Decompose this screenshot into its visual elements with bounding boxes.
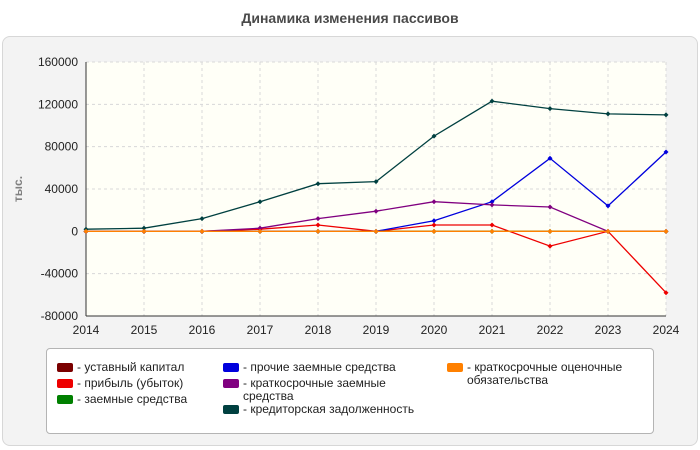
data-point: [605, 111, 611, 117]
data-point: [489, 98, 495, 104]
y-axis-label: тыс.: [11, 176, 25, 202]
data-point: [257, 225, 263, 231]
x-tick-label: 2016: [189, 323, 216, 337]
data-point: [257, 199, 263, 205]
x-tick-label: 2014: [73, 323, 100, 337]
x-tick-label: 2018: [305, 323, 332, 337]
legend-label: - прибыль (убыток): [77, 376, 184, 390]
data-point: [431, 133, 437, 139]
data-point: [547, 106, 553, 112]
data-point: [663, 228, 669, 234]
y-tick-label: -40000: [41, 267, 79, 281]
data-point: [315, 228, 321, 234]
x-tick-label: 2015: [131, 323, 158, 337]
data-point: [605, 203, 611, 209]
y-tick-label: 80000: [45, 140, 79, 154]
data-point: [431, 228, 437, 234]
y-tick-label: 40000: [45, 182, 79, 196]
data-point: [315, 181, 321, 187]
legend-swatch: [223, 405, 239, 414]
legend-swatch: [223, 379, 239, 388]
data-point: [663, 112, 669, 118]
legend-label: - заемные средства: [77, 392, 188, 406]
x-tick-label: 2023: [595, 323, 622, 337]
x-tick-labels: 2014 2015 2016 2017 2018 2019 2020 2021 2022 2023…: [73, 323, 680, 337]
legend-label: - краткосрочные оценочные обязательства: [467, 360, 623, 387]
data-point: [83, 228, 89, 234]
legend-label: - краткосрочные заемные средства: [243, 376, 386, 403]
data-point: [431, 199, 437, 205]
data-point: [373, 179, 379, 185]
legend-label: - кредиторская задолженность: [243, 402, 415, 416]
data-point: [199, 228, 205, 234]
series-6: [83, 98, 669, 232]
data-point: [547, 228, 553, 234]
data-point: [547, 204, 553, 210]
data-point: [605, 228, 611, 234]
axes: [85, 62, 666, 317]
x-tick-label: 2024: [653, 323, 680, 337]
data-point: [315, 222, 321, 228]
series-lines: [83, 98, 669, 296]
chart-title: Динамика изменения пассивов: [241, 10, 459, 26]
data-point: [489, 202, 495, 208]
data-point: [663, 290, 669, 296]
data-point: [199, 216, 205, 222]
legend-swatch: [57, 395, 73, 404]
data-point: [489, 222, 495, 228]
data-point: [489, 228, 495, 234]
legend-swatch: [223, 363, 239, 372]
data-point: [373, 228, 379, 234]
data-point: [431, 222, 437, 228]
data-point: [663, 149, 669, 155]
y-tick-labels: 160000 120000 80000 40000 0 -40000 -80000: [38, 55, 78, 323]
data-point: [547, 155, 553, 161]
x-tick-label: 2020: [421, 323, 448, 337]
x-tick-label: 2022: [537, 323, 564, 337]
y-tick-label: -80000: [41, 309, 79, 323]
data-point: [489, 199, 495, 205]
data-point: [547, 243, 553, 249]
series-7: [83, 228, 669, 234]
legend: - уставный капитал - прибыль (убыток) - за…: [46, 348, 654, 434]
data-point: [315, 216, 321, 222]
x-tick-label: 2019: [363, 323, 390, 337]
legend-swatch: [447, 363, 463, 372]
legend-label: - прочие заемные средства: [243, 360, 396, 374]
y-tick-label: 120000: [38, 97, 78, 111]
x-tick-label: 2017: [247, 323, 274, 337]
x-tick-label: 2021: [479, 323, 506, 337]
legend-label: - уставный капитал: [77, 360, 185, 374]
y-tick-label: 160000: [38, 55, 78, 69]
legend-swatch: [57, 379, 73, 388]
data-point: [431, 218, 437, 224]
legend-swatch: [57, 363, 73, 372]
data-point: [141, 228, 147, 234]
data-point: [141, 225, 147, 231]
data-point: [373, 208, 379, 214]
y-tick-label: 0: [71, 224, 78, 238]
data-point: [257, 228, 263, 234]
